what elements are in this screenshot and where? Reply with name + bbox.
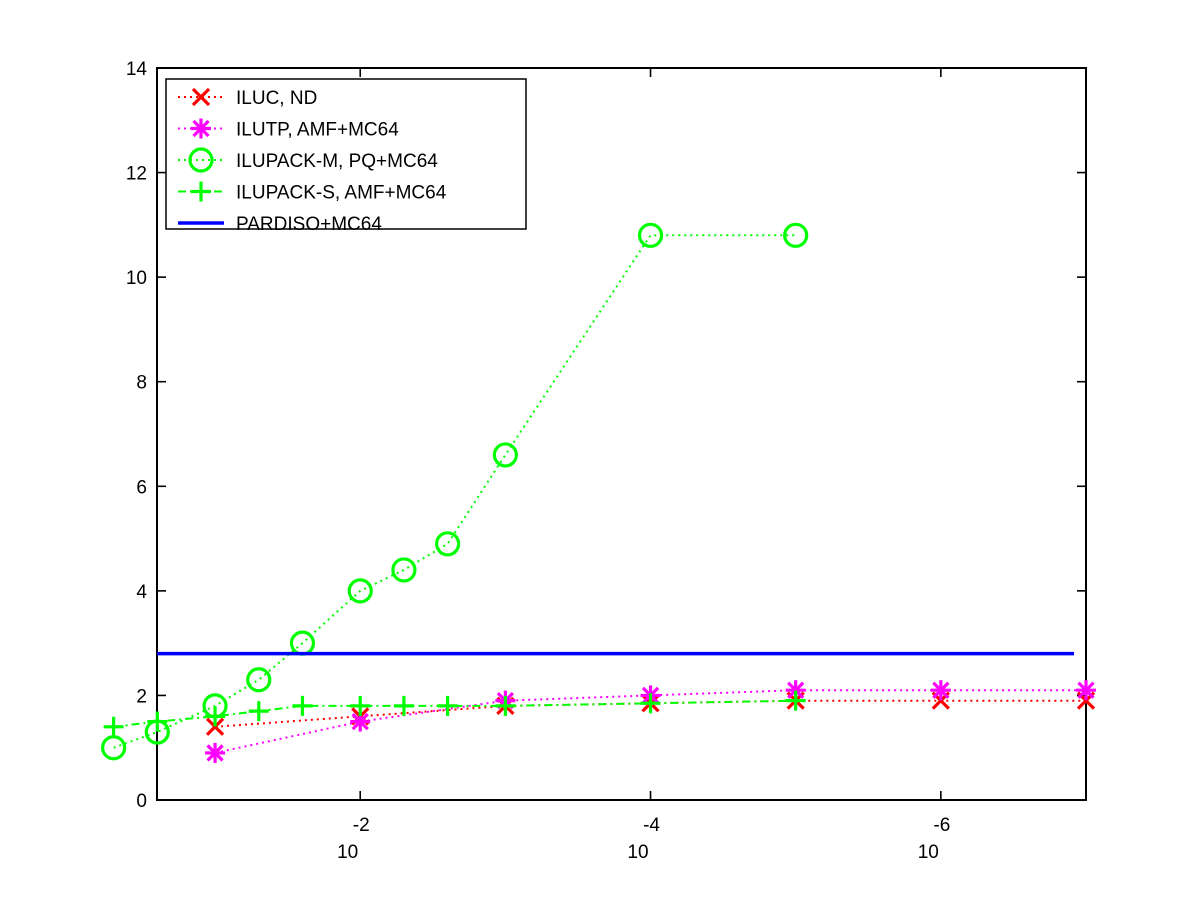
data-point xyxy=(492,442,518,468)
marker-stroke xyxy=(787,681,805,699)
marker-stroke xyxy=(932,681,950,699)
legend: ILUC, ND ILUTP, AMF+MC64 ILUPACK-M, PQ+MC6… xyxy=(165,78,527,235)
series-4 xyxy=(103,690,806,737)
data-point xyxy=(103,716,124,737)
legend-entry: PARDISO+MC64 xyxy=(178,214,382,235)
legend-marker xyxy=(191,118,211,139)
data-point xyxy=(205,717,225,736)
legend-marker xyxy=(188,147,214,173)
marker-stroke xyxy=(351,712,369,731)
marker-stroke xyxy=(191,87,211,107)
data-point xyxy=(205,742,226,763)
legend-entry: ILUPACK-S, AMF+MC64 xyxy=(178,181,447,204)
marker-stroke xyxy=(192,119,210,138)
data-point xyxy=(147,711,168,732)
data-point xyxy=(495,695,516,716)
legend-box xyxy=(165,78,527,230)
data-point xyxy=(437,695,458,716)
x-axis: 10 -2 10 -4 10 -6 xyxy=(337,68,950,863)
y-tick-label: 14 xyxy=(126,59,148,80)
legend-marker xyxy=(191,181,211,202)
data-point xyxy=(930,680,951,701)
legend-label: PARDISO+MC64 xyxy=(236,214,382,235)
data-point xyxy=(1076,680,1096,701)
data-point xyxy=(785,690,806,711)
y-tick-label: 2 xyxy=(136,686,147,707)
marker-stroke xyxy=(1077,681,1095,699)
data-point xyxy=(435,531,461,557)
data-point xyxy=(640,693,661,714)
data-point xyxy=(246,667,272,693)
legend-label: ILUC, ND xyxy=(236,88,317,109)
data-point xyxy=(350,695,371,716)
data-point xyxy=(637,222,664,248)
x-tick-label-exponent: -6 xyxy=(933,815,950,836)
y-tick-label: 10 xyxy=(126,268,147,289)
marker-stroke xyxy=(206,744,224,762)
plot-area xyxy=(101,222,1096,763)
data-point xyxy=(248,701,269,722)
y-tick-label: 0 xyxy=(136,791,147,812)
data-point xyxy=(347,578,373,604)
legend-entry: ILUC, ND xyxy=(178,87,317,109)
plot-frame xyxy=(156,67,1087,801)
data-point xyxy=(393,695,414,716)
x-tick-label-base: 10 xyxy=(918,842,939,863)
legend-label: ILUPACK-M, PQ+MC64 xyxy=(236,151,438,172)
series-3 xyxy=(101,222,809,761)
y-tick-label: 8 xyxy=(136,373,147,394)
legend-entry: ILUPACK-M, PQ+MC64 xyxy=(178,147,438,173)
y-tick-label: 6 xyxy=(136,477,147,498)
x-tick-label-base: 10 xyxy=(627,842,648,863)
y-tick-label: 4 xyxy=(136,582,147,603)
marker-stroke xyxy=(205,717,225,736)
axes-box xyxy=(156,67,1087,801)
x-tick-label-exponent: -2 xyxy=(353,815,370,836)
legend-marker xyxy=(191,87,211,107)
data-point xyxy=(391,557,417,583)
y-tick-label: 12 xyxy=(126,164,147,185)
series-2 xyxy=(205,680,1096,763)
x-tick-label-exponent: -4 xyxy=(643,815,660,836)
series-line xyxy=(113,234,796,749)
legend-label: ILUPACK-S, AMF+MC64 xyxy=(236,183,447,204)
data-point xyxy=(292,695,313,716)
legend-label: ILUTP, AMF+MC64 xyxy=(236,120,399,141)
data-point xyxy=(783,222,809,248)
data-point xyxy=(205,706,226,727)
x-tick-label-base: 10 xyxy=(337,842,358,863)
legend-entry: ILUTP, AMF+MC64 xyxy=(178,118,399,141)
